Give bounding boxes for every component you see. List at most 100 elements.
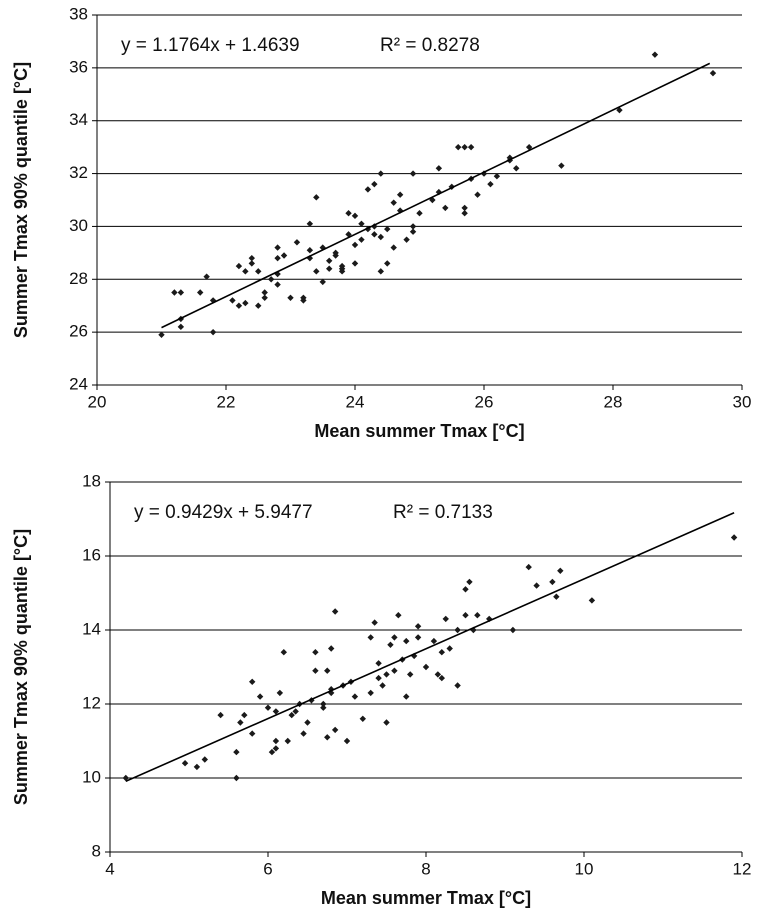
equation: y = 0.9429x + 5.9477 [134, 502, 313, 523]
point [237, 719, 244, 726]
point [209, 328, 217, 336]
point [395, 612, 402, 619]
point [272, 708, 280, 715]
point [292, 708, 299, 715]
point [442, 204, 449, 212]
point [384, 225, 391, 233]
x-tick-label: 24 [346, 392, 365, 411]
point [455, 143, 462, 151]
point [158, 331, 165, 338]
point [324, 667, 331, 674]
point [487, 180, 494, 188]
point [414, 634, 422, 641]
y-tick-label: 12 [82, 693, 101, 712]
point [461, 143, 468, 151]
trend-line [125, 511, 735, 783]
point [430, 637, 438, 645]
point [730, 534, 738, 541]
point [391, 634, 398, 641]
point [462, 612, 469, 619]
x-tick-label: 4 [105, 859, 114, 878]
point [331, 726, 339, 734]
point [375, 674, 382, 682]
x-tick-label: 10 [575, 859, 594, 878]
point [414, 623, 422, 630]
y-axis-label: Summer Tmax 90% quantile [°C] [11, 529, 31, 805]
point [235, 302, 243, 309]
point [367, 634, 374, 641]
point [410, 652, 418, 660]
point [274, 254, 281, 262]
point [203, 273, 210, 280]
point [229, 297, 236, 304]
point [306, 220, 314, 227]
point [351, 693, 359, 700]
point [377, 268, 384, 275]
point [371, 180, 378, 188]
point [525, 143, 533, 151]
point [391, 667, 398, 674]
point [454, 682, 461, 689]
point [233, 774, 240, 782]
point [304, 719, 311, 726]
x-tick-label: 8 [421, 859, 430, 878]
point [351, 212, 359, 220]
point [255, 268, 262, 275]
point [320, 704, 327, 711]
point [255, 302, 262, 309]
point [300, 730, 307, 737]
point [293, 239, 301, 246]
point [462, 586, 469, 593]
y-tick-label: 10 [82, 767, 101, 786]
point [268, 748, 276, 756]
y-tick-label: 26 [69, 322, 88, 341]
point [272, 745, 280, 752]
point [407, 671, 414, 678]
point [461, 210, 468, 217]
point [467, 143, 475, 151]
point [248, 260, 255, 267]
point [177, 289, 185, 296]
point [332, 249, 339, 257]
point [384, 260, 391, 267]
point [387, 641, 394, 648]
r-squared: R² = 0.7133 [393, 502, 493, 523]
point [328, 689, 335, 697]
y-tick-label: 16 [82, 545, 101, 564]
point [233, 748, 240, 756]
point [249, 678, 256, 685]
point [422, 663, 430, 671]
point [403, 637, 410, 645]
y-tick-label: 14 [82, 619, 101, 638]
point [409, 170, 417, 177]
point [379, 682, 386, 689]
point [177, 323, 185, 331]
equation: y = 1.1764x + 1.4639 [121, 35, 300, 56]
point [513, 165, 520, 172]
point [351, 260, 359, 267]
y-tick-label: 18 [82, 471, 101, 490]
point [549, 578, 556, 586]
point [256, 693, 264, 700]
point [438, 674, 445, 682]
point [377, 233, 384, 241]
point [364, 186, 372, 193]
point [326, 257, 333, 264]
point [338, 262, 346, 270]
x-axis-label: Mean summer Tmax [°C] [314, 421, 524, 441]
point [288, 711, 295, 719]
x-tick-label: 12 [733, 859, 752, 878]
point [343, 737, 351, 745]
point [435, 165, 443, 172]
point [358, 220, 365, 227]
point [454, 626, 461, 634]
point [616, 106, 623, 114]
point [557, 567, 564, 574]
point [242, 268, 249, 275]
point [709, 69, 717, 77]
y-tick-label: 34 [69, 110, 88, 129]
point [122, 774, 129, 782]
point [241, 711, 248, 719]
point [312, 667, 319, 674]
